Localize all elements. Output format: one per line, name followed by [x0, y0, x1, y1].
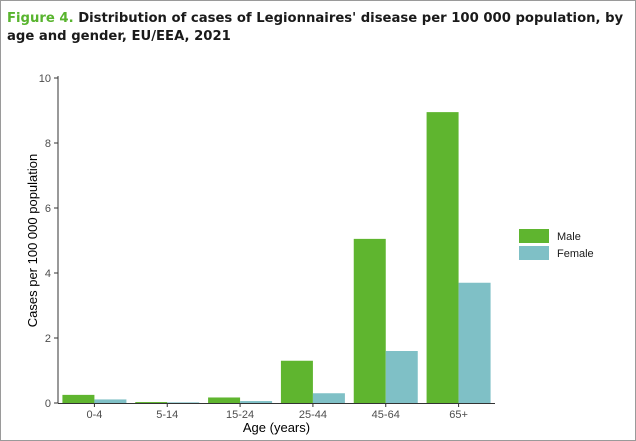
y-tick-label: 0	[45, 398, 51, 410]
x-tick-label: 5-14	[156, 409, 178, 421]
figure-title: Distribution of cases of Legionnaires' d…	[7, 11, 624, 44]
x-axis-title: Age (years)	[243, 420, 310, 435]
x-tick-label: 25-44	[299, 409, 327, 421]
bar-male-65+	[426, 112, 459, 403]
x-tick-label: 45-64	[372, 409, 400, 421]
bar-male-45-64	[353, 238, 386, 403]
legend-label-male: Male	[557, 231, 581, 243]
y-tick-label: 4	[45, 268, 51, 280]
legend-swatch-male	[519, 229, 549, 243]
bar-female-0-4	[94, 399, 127, 403]
y-axis-title: Cases per 100 000 population	[25, 154, 40, 327]
bar-female-25-44	[312, 393, 345, 403]
y-tick-label: 2	[45, 333, 51, 345]
figure-label: Figure 4.	[7, 11, 74, 26]
x-tick-label: 0-4	[86, 409, 102, 421]
bar-female-65+	[458, 282, 491, 403]
x-tick-label: 15-24	[226, 409, 254, 421]
bar-male-5-14	[135, 402, 168, 403]
legend-label-female: Female	[557, 248, 594, 260]
bar-female-5-14	[167, 402, 200, 403]
y-tick-label: 10	[39, 73, 51, 85]
y-tick-label: 6	[45, 203, 51, 215]
bar-male-0-4	[62, 394, 95, 403]
bar-female-15-24	[240, 401, 273, 403]
bar-male-25-44	[280, 360, 313, 403]
y-tick-label: 8	[45, 138, 51, 150]
bar-male-15-24	[208, 397, 241, 403]
figure-caption: Figure 4. Distribution of cases of Legio…	[7, 10, 632, 46]
x-tick-label: 65+	[449, 409, 468, 421]
legend-swatch-female	[519, 246, 549, 260]
bar-female-45-64	[385, 351, 418, 403]
